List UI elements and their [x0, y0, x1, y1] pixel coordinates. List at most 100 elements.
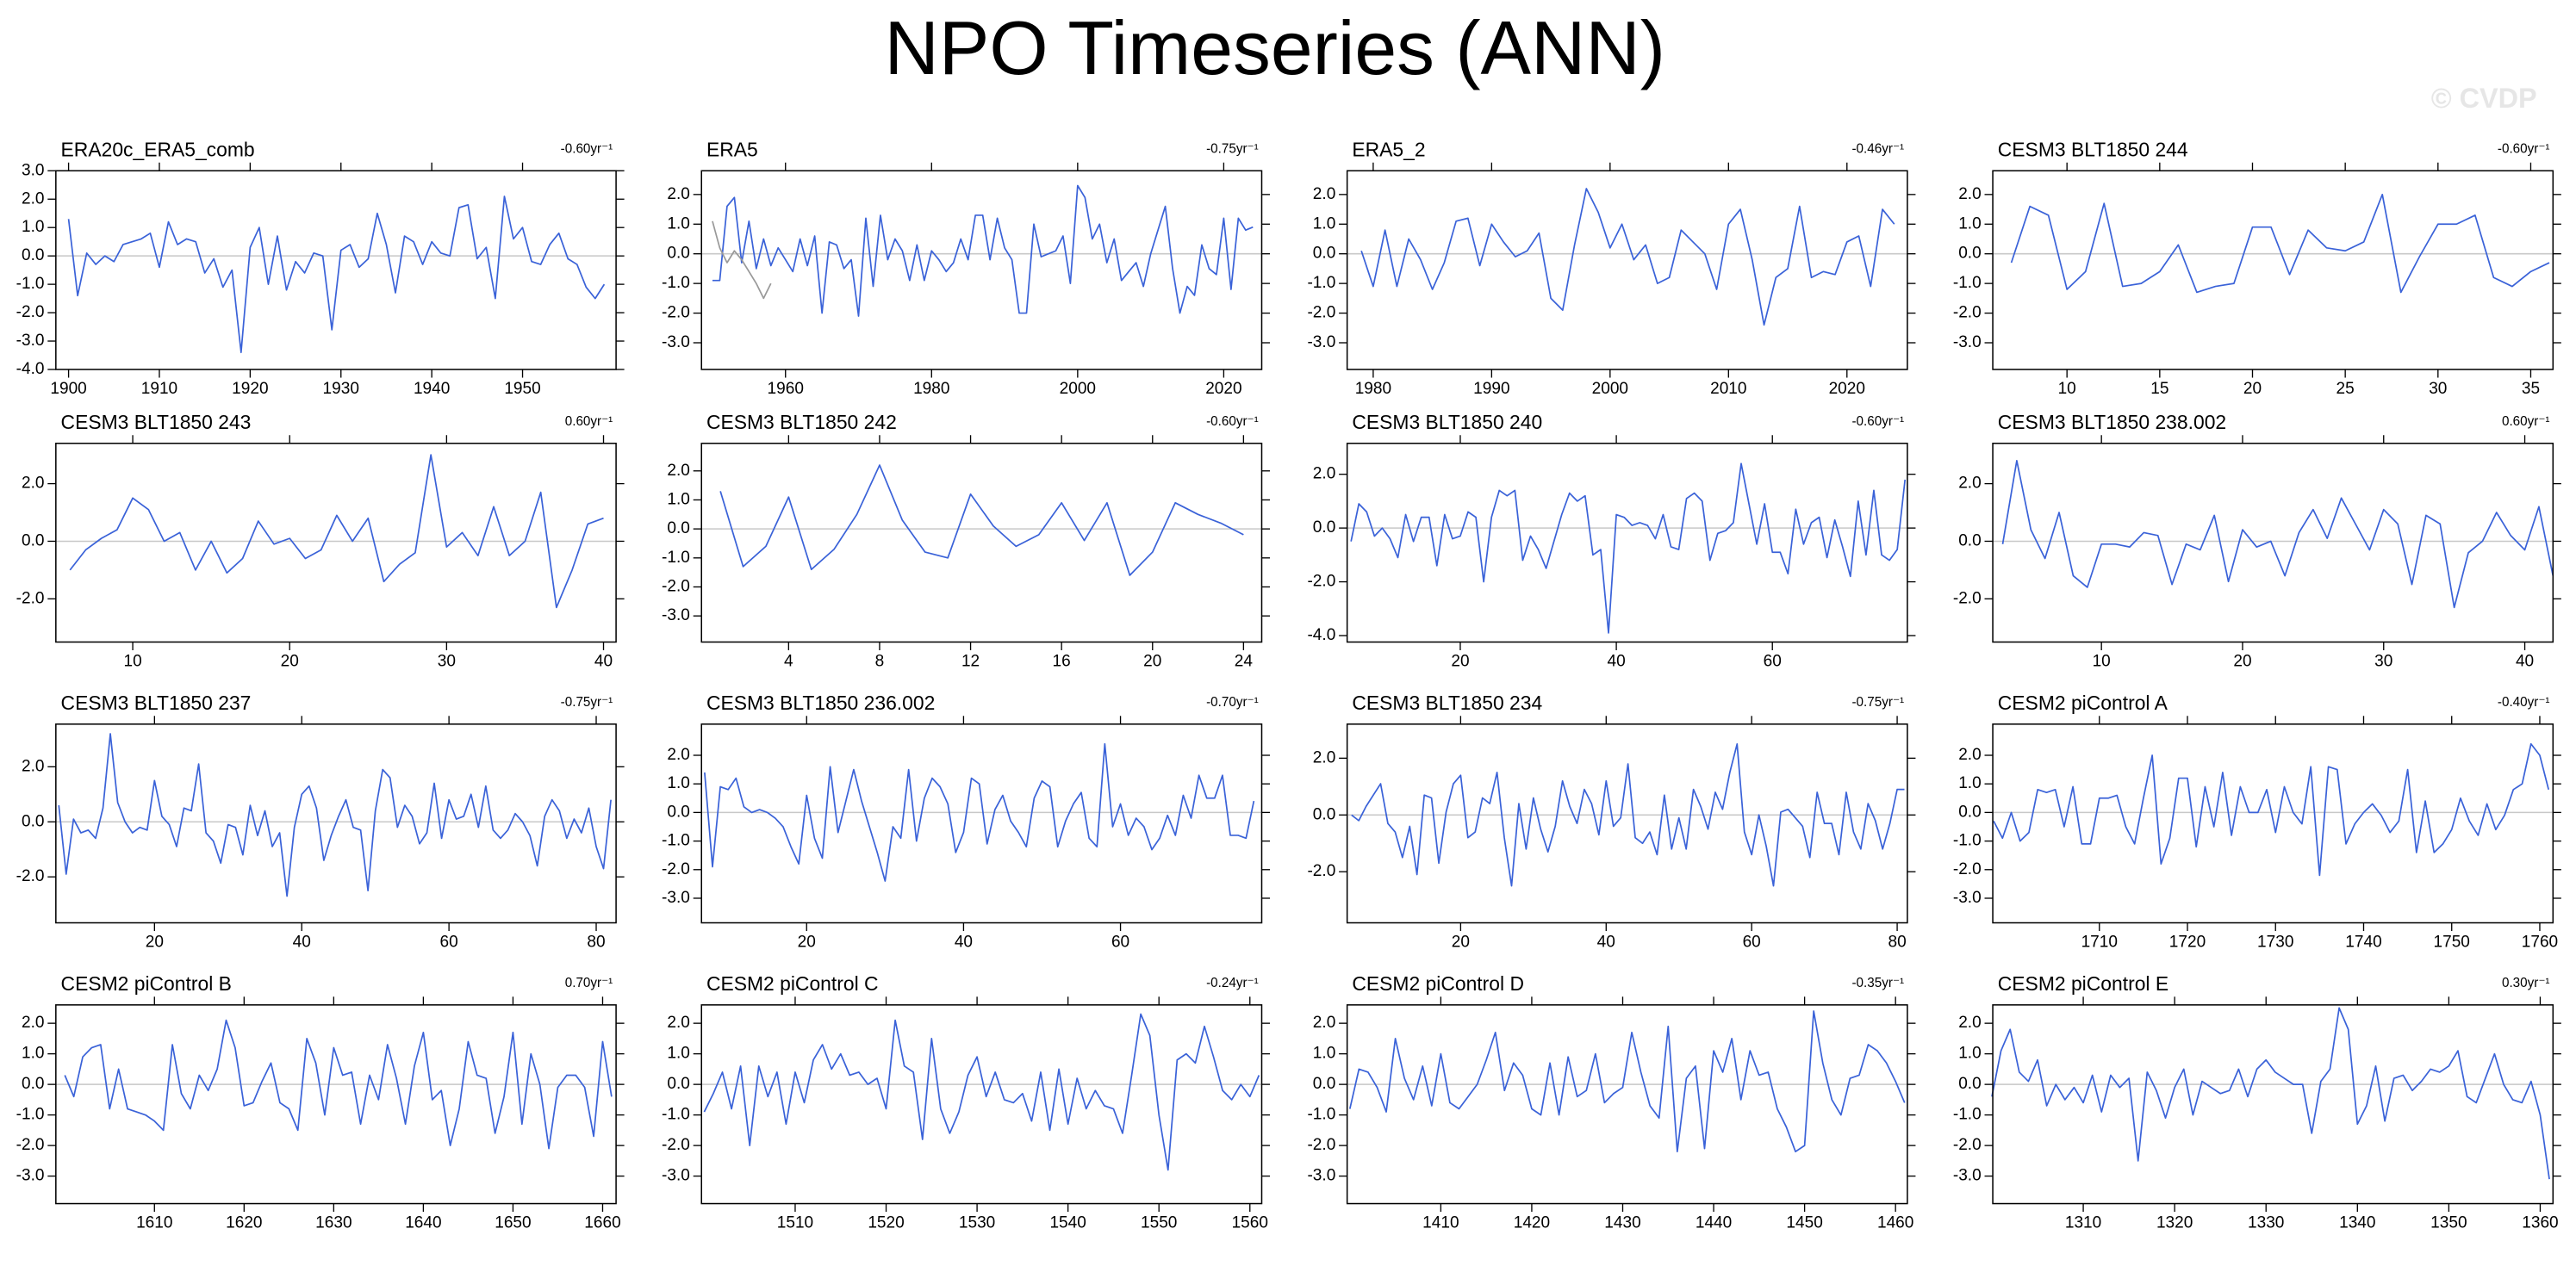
x-tick-label: 1740 [2345, 933, 2381, 951]
x-tick-label: 10 [2093, 652, 2111, 670]
y-tick-label: 1.0 [1958, 774, 1981, 792]
x-tick-label: 1620 [226, 1213, 262, 1232]
plot-frame [700, 1004, 1263, 1205]
series-line [2001, 459, 2554, 609]
x-tick-label: 10 [123, 652, 141, 670]
y-tick-label: 2.0 [22, 189, 44, 208]
x-tick-label: 1980 [913, 380, 949, 398]
y-tick-label: 1.0 [667, 214, 689, 233]
y-tick-label: -2.0 [1307, 304, 1335, 322]
x-tick-label: 15 [2150, 380, 2168, 398]
plot-frame [1346, 443, 1908, 643]
y-tick-label: 0.0 [667, 1075, 689, 1093]
y-tick-label: -3.0 [1307, 333, 1335, 351]
panel-title: CESM2 piControl B [61, 972, 232, 995]
plot-frame [1992, 170, 2554, 370]
trend-label: 0.70yr⁻¹ [565, 976, 613, 990]
page-title: NPO Timeseries (ANN) [885, 6, 1665, 90]
x-tick-label: 20 [281, 652, 299, 670]
trend-label: -0.60yr⁻¹ [1206, 414, 1259, 429]
trend-label: -0.60yr⁻¹ [561, 142, 613, 157]
series-line [64, 1019, 613, 1150]
x-tick-label: 2020 [1829, 380, 1865, 398]
x-tick-label: 1310 [2065, 1213, 2101, 1232]
y-tick-label: -3.0 [1953, 1167, 1982, 1185]
panel-title: CESM3 BLT1850 242 [706, 411, 897, 433]
panel-title: CESM3 BLT1850 237 [61, 692, 252, 714]
x-tick-label: 1320 [2156, 1213, 2193, 1232]
y-tick-label: -1.0 [662, 549, 690, 567]
y-tick-label: 2.0 [1958, 746, 1981, 764]
x-tick-label: 1460 [1877, 1213, 1913, 1232]
trend-label: -0.75yr⁻¹ [561, 695, 613, 710]
x-tick-label: 1510 [777, 1213, 813, 1232]
x-tick-label: 20 [1451, 652, 1469, 670]
plot-frame [1346, 1004, 1908, 1205]
series-line [1993, 742, 2550, 877]
x-tick-label: 80 [587, 933, 605, 951]
trend-label: -0.40yr⁻¹ [2498, 695, 2550, 710]
y-tick-label: -1.0 [662, 832, 690, 850]
panel-title: CESM3 BLT1850 234 [1352, 692, 1542, 714]
trend-label: 0.60yr⁻¹ [2502, 414, 2550, 429]
x-tick-label: 60 [1764, 652, 1782, 670]
x-tick-label: 1660 [584, 1213, 620, 1232]
x-tick-label: 20 [798, 933, 816, 951]
y-tick-label: 2.0 [667, 746, 689, 764]
x-tick-label: 20 [2243, 380, 2262, 398]
x-tick-label: 1750 [2434, 933, 2470, 951]
y-tick-label: -3.0 [1953, 889, 1982, 907]
x-tick-label: 1360 [2522, 1213, 2558, 1232]
y-tick-label: -2.0 [16, 867, 45, 885]
y-tick-label: -2.0 [1307, 573, 1335, 591]
x-tick-label: 1990 [1473, 380, 1509, 398]
y-tick-label: 2.0 [667, 462, 689, 480]
y-tick-label: -2.0 [662, 860, 690, 878]
y-tick-label: 1.0 [667, 1045, 689, 1063]
series-line [58, 733, 612, 897]
x-tick-label: 40 [1597, 933, 1615, 951]
panel: CESM2 piControl B 0.70yr⁻¹ -3.0 -2.0 -1.0 0.0… [16, 972, 625, 1232]
y-tick-label: -2.0 [662, 1136, 690, 1154]
y-tick-label: 0.0 [22, 531, 44, 549]
plot-frame [55, 170, 617, 370]
x-tick-label: 20 [1143, 652, 1161, 670]
trend-label: -0.60yr⁻¹ [1851, 414, 1904, 429]
y-tick-label: -3.0 [1307, 1167, 1335, 1185]
series-line [1991, 1007, 2550, 1180]
y-tick-label: 2.0 [1958, 185, 1981, 203]
x-tick-label: 30 [438, 652, 456, 670]
panel: ERA5 -0.75yr⁻¹ -3.0 -2.0 -1.0 0.0 1.0 2.0 1960 19… [662, 138, 1271, 398]
y-tick-label: -2.0 [662, 304, 690, 322]
x-tick-label: 1950 [504, 380, 540, 398]
x-tick-label: 1960 [768, 380, 804, 398]
trend-label: 0.60yr⁻¹ [565, 414, 613, 429]
x-tick-label: 60 [1111, 933, 1129, 951]
x-tick-label: 2000 [1060, 380, 1096, 398]
y-tick-label: -2.0 [1307, 862, 1335, 880]
y-tick-label: -3.0 [662, 333, 690, 351]
x-tick-label: 1330 [2248, 1213, 2284, 1232]
trend-label: -0.60yr⁻¹ [2498, 142, 2550, 157]
y-tick-label: 0.0 [1313, 1075, 1335, 1093]
y-tick-label: -2.0 [16, 589, 45, 607]
plot-frame [1992, 723, 2554, 924]
panel-title: CESM3 BLT1850 238.002 [1998, 411, 2226, 433]
plot-frame [55, 723, 617, 924]
panel: CESM3 BLT1850 237 -0.75yr⁻¹ -2.0 0.0 2.0 20 40… [16, 692, 625, 951]
x-tick-label: 2020 [1205, 380, 1241, 398]
y-tick-label: 2.0 [1313, 1014, 1335, 1032]
y-tick-label: 0.0 [1313, 805, 1335, 823]
y-tick-label: -2.0 [1953, 589, 1982, 607]
x-tick-label: 60 [440, 933, 458, 951]
panel-title: ERA5 [706, 138, 758, 160]
trend-label: 0.30yr⁻¹ [2502, 976, 2550, 990]
panel: CESM3 BLT1850 242 -0.60yr⁻¹ -3.0 -2.0 -1.0 0.… [662, 411, 1271, 670]
y-tick-label: 1.0 [22, 218, 44, 236]
x-tick-label: 80 [1888, 933, 1906, 951]
y-tick-label: -1.0 [662, 1106, 690, 1124]
y-tick-label: -3.0 [662, 1167, 690, 1185]
y-tick-label: 1.0 [1313, 1045, 1335, 1063]
y-tick-label: 1.0 [667, 490, 689, 508]
